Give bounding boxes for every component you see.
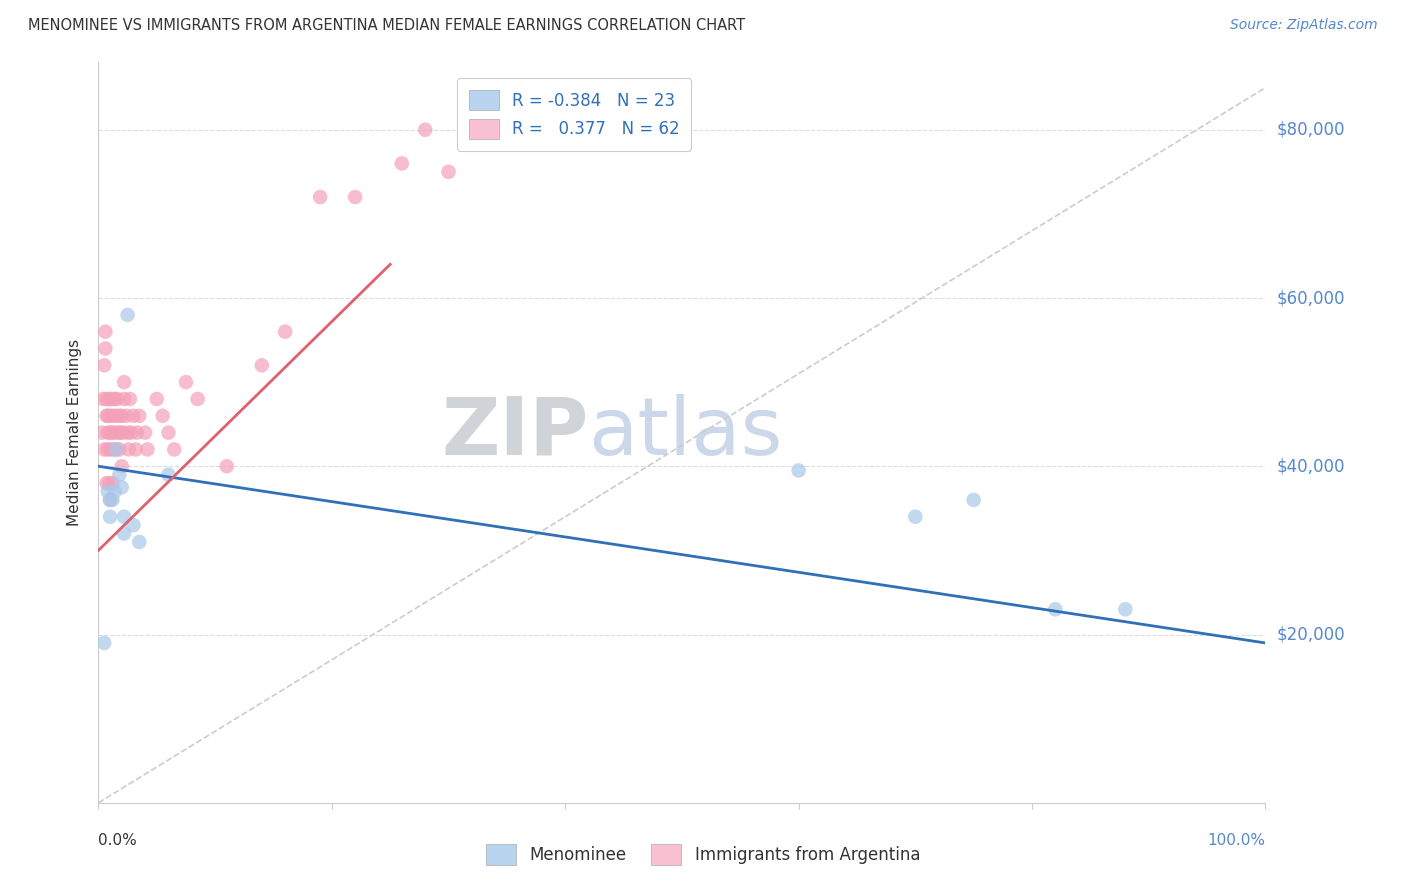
Point (118, 442, 141, 457)
Point (108, 442, 131, 457)
Point (97, 392, 120, 406)
Point (112, 392, 135, 406)
Point (187, 392, 209, 406)
Text: $40,000: $40,000 (1277, 458, 1346, 475)
Text: $20,000: $20,000 (1277, 625, 1346, 643)
Point (117, 308, 139, 322)
Point (163, 442, 186, 457)
Point (309, 190, 332, 204)
Legend: R = -0.384   N = 23, R =   0.377   N = 62: R = -0.384 N = 23, R = 0.377 N = 62 (457, 78, 692, 151)
Point (100, 392, 122, 406)
Point (962, 492, 984, 507)
Point (111, 480, 134, 494)
Point (101, 425, 124, 440)
Point (437, 165, 460, 179)
Text: 100.0%: 100.0% (1208, 833, 1265, 848)
Point (118, 392, 141, 406)
Point (98, 425, 121, 440)
Point (93, 442, 115, 457)
Point (112, 375, 135, 389)
Point (97, 476, 120, 491)
Point (93, 359, 115, 373)
Point (152, 409, 174, 423)
Point (104, 425, 127, 440)
Point (274, 325, 297, 339)
Point (111, 425, 134, 440)
Point (115, 409, 138, 423)
Point (157, 425, 180, 440)
Point (125, 425, 148, 440)
Point (97, 442, 120, 457)
Point (101, 476, 124, 491)
Point (128, 409, 150, 423)
Point (413, 122, 436, 136)
Y-axis label: Median Female Earnings: Median Female Earnings (67, 339, 83, 526)
Point (108, 467, 131, 482)
Point (105, 392, 128, 406)
Text: Source: ZipAtlas.com: Source: ZipAtlas.com (1230, 18, 1378, 32)
Point (110, 425, 132, 440)
Point (94, 342, 117, 356)
Point (97, 425, 120, 440)
Point (128, 535, 150, 549)
Point (157, 467, 180, 482)
Point (344, 190, 367, 204)
Text: $60,000: $60,000 (1277, 289, 1346, 307)
Point (96, 476, 118, 491)
Point (904, 509, 927, 524)
Point (104, 484, 127, 499)
Point (93, 636, 115, 650)
Point (146, 392, 169, 406)
Point (108, 409, 131, 423)
Point (90, 425, 112, 440)
Point (111, 409, 134, 423)
Point (101, 492, 124, 507)
Point (112, 526, 135, 541)
Point (103, 409, 125, 423)
Point (215, 459, 238, 474)
Point (97, 484, 120, 499)
Point (98, 492, 121, 507)
Point (107, 425, 129, 440)
Point (120, 425, 142, 440)
Point (125, 442, 148, 457)
Point (136, 442, 159, 457)
Point (1045, 602, 1067, 616)
Text: ZIP: ZIP (441, 393, 589, 472)
Point (91, 392, 114, 406)
Point (98, 409, 121, 423)
Point (250, 359, 273, 373)
Point (96, 409, 118, 423)
Point (94, 325, 117, 339)
Point (98, 492, 121, 507)
Point (104, 409, 127, 423)
Text: $80,000: $80,000 (1277, 120, 1346, 139)
Text: 0.0%: 0.0% (98, 833, 138, 848)
Point (174, 375, 197, 389)
Text: MENOMINEE VS IMMIGRANTS FROM ARGENTINA MEDIAN FEMALE EARNINGS CORRELATION CHART: MENOMINEE VS IMMIGRANTS FROM ARGENTINA M… (28, 18, 745, 33)
Point (96, 392, 118, 406)
Point (111, 459, 134, 474)
Text: atlas: atlas (589, 393, 783, 472)
Legend: Menominee, Immigrants from Argentina: Menominee, Immigrants from Argentina (475, 834, 931, 875)
Point (1114, 602, 1136, 616)
Point (104, 442, 127, 457)
Point (122, 518, 145, 533)
Point (391, 156, 413, 170)
Point (98, 509, 121, 524)
Point (97, 409, 120, 423)
Point (98, 442, 121, 457)
Point (122, 409, 145, 423)
Point (134, 425, 156, 440)
Point (117, 425, 139, 440)
Point (103, 442, 125, 457)
Point (104, 442, 127, 457)
Point (112, 509, 135, 524)
Point (104, 392, 127, 406)
Point (787, 463, 810, 477)
